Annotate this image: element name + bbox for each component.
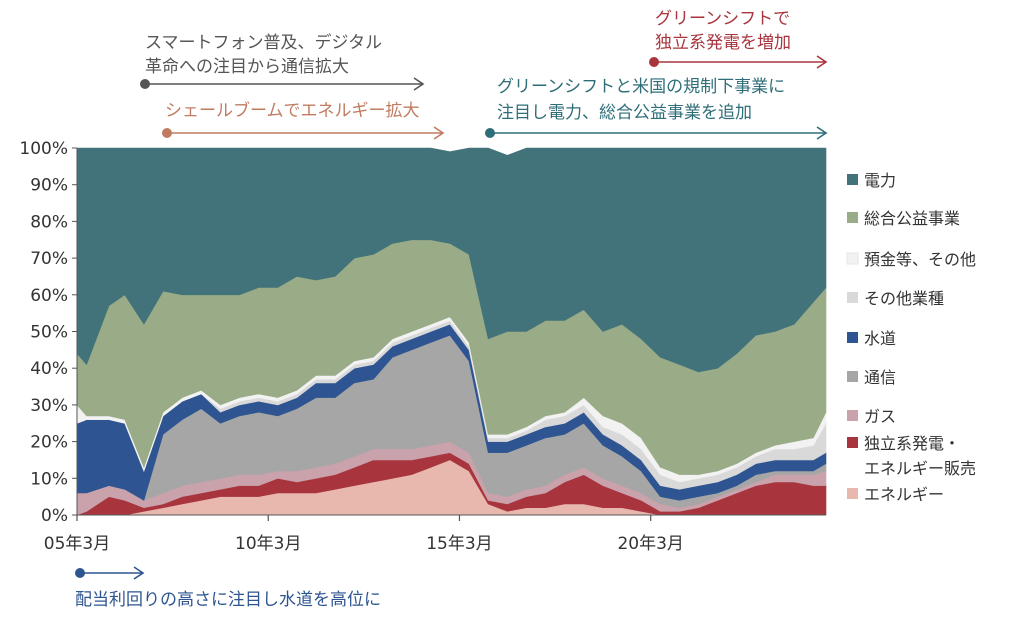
y-tick-label: 50% xyxy=(30,323,68,343)
legend-swatch xyxy=(847,437,858,448)
legend: 電力総合公益事業預金等、その他その他業種水道通信ガス独立系発電・エネルギー販売エ… xyxy=(846,171,976,504)
legend-label: 預金等、その他 xyxy=(864,250,976,269)
legend-label: 電力 xyxy=(864,171,896,190)
legend-label-line2: エネルギー販売 xyxy=(864,459,976,478)
y-tick-label: 30% xyxy=(30,396,68,416)
annotation-green_us-line1: 注目し電力、総合公益事業を追加 xyxy=(497,103,752,123)
y-tick-label: 70% xyxy=(30,249,68,269)
annotation-dividend-line0: 配当利回りの高さに注目し水道を高位に xyxy=(75,590,381,610)
x-tick-label: 20年3月 xyxy=(617,534,683,554)
annotation-smartphone-arrowhead xyxy=(413,77,425,91)
y-tick-label: 100% xyxy=(19,139,68,159)
annotation-green_ipp-line0: グリーンシフトで xyxy=(655,9,790,29)
y-tick-label: 10% xyxy=(30,469,68,489)
legend-label: ガス xyxy=(864,407,896,426)
legend-swatch xyxy=(847,292,858,303)
axes-layer: 0% 10% 20% 30% 40% 50% 60% 70% 80% 90% 100% 05年3月 10… xyxy=(19,139,826,554)
y-tick-label: 80% xyxy=(30,212,68,232)
y-tick-label: 0% xyxy=(41,506,68,526)
legend-swatch xyxy=(846,252,859,265)
x-tick-label: 05年3月 xyxy=(44,534,110,554)
legend-label: 通信 xyxy=(864,368,896,387)
x-tick-label: 15年3月 xyxy=(426,534,492,554)
legend-swatch xyxy=(847,174,858,185)
area-layer xyxy=(76,147,827,516)
area-series-8 xyxy=(76,147,827,373)
legend-label: エネルギー xyxy=(864,485,944,504)
annotation-dividend-arrowhead xyxy=(133,566,145,580)
annotation-layer: スマートフォン普及、デジタル革命への注目から通信拡大シェールブームでエネルギー拡… xyxy=(75,9,828,610)
annotation-green_us-line0: グリーンシフトと米国の規制下事業に xyxy=(497,77,785,97)
annotation-green_us-arrowhead xyxy=(816,126,828,140)
annotation-smartphone-line0: スマートフォン普及、デジタル xyxy=(145,32,382,53)
annotation-green_ipp-line1: 独立系発電を増加 xyxy=(655,33,791,53)
y-tick-label: 90% xyxy=(30,176,68,196)
y-tick-label: 20% xyxy=(30,433,68,453)
legend-swatch xyxy=(847,332,858,343)
legend-swatch xyxy=(847,410,858,421)
y-tick-label: 40% xyxy=(30,359,68,379)
annotation-green_ipp-arrowhead xyxy=(816,55,828,69)
legend-label: 水道 xyxy=(864,329,896,348)
legend-label: 総合公益事業 xyxy=(864,209,960,228)
legend-swatch xyxy=(847,488,858,499)
legend-label: 独立系発電・ xyxy=(864,434,960,453)
annotation-shale-arrowhead xyxy=(433,126,445,140)
x-tick-label: 10年3月 xyxy=(235,534,301,554)
annotation-shale-line0: シェールブームでエネルギー拡大 xyxy=(165,100,420,121)
legend-label: その他業種 xyxy=(864,289,944,308)
legend-swatch xyxy=(847,371,858,382)
y-tick-label: 60% xyxy=(30,286,68,306)
annotation-smartphone-line1: 革命への注目から通信拡大 xyxy=(145,57,349,77)
legend-swatch xyxy=(847,212,858,223)
